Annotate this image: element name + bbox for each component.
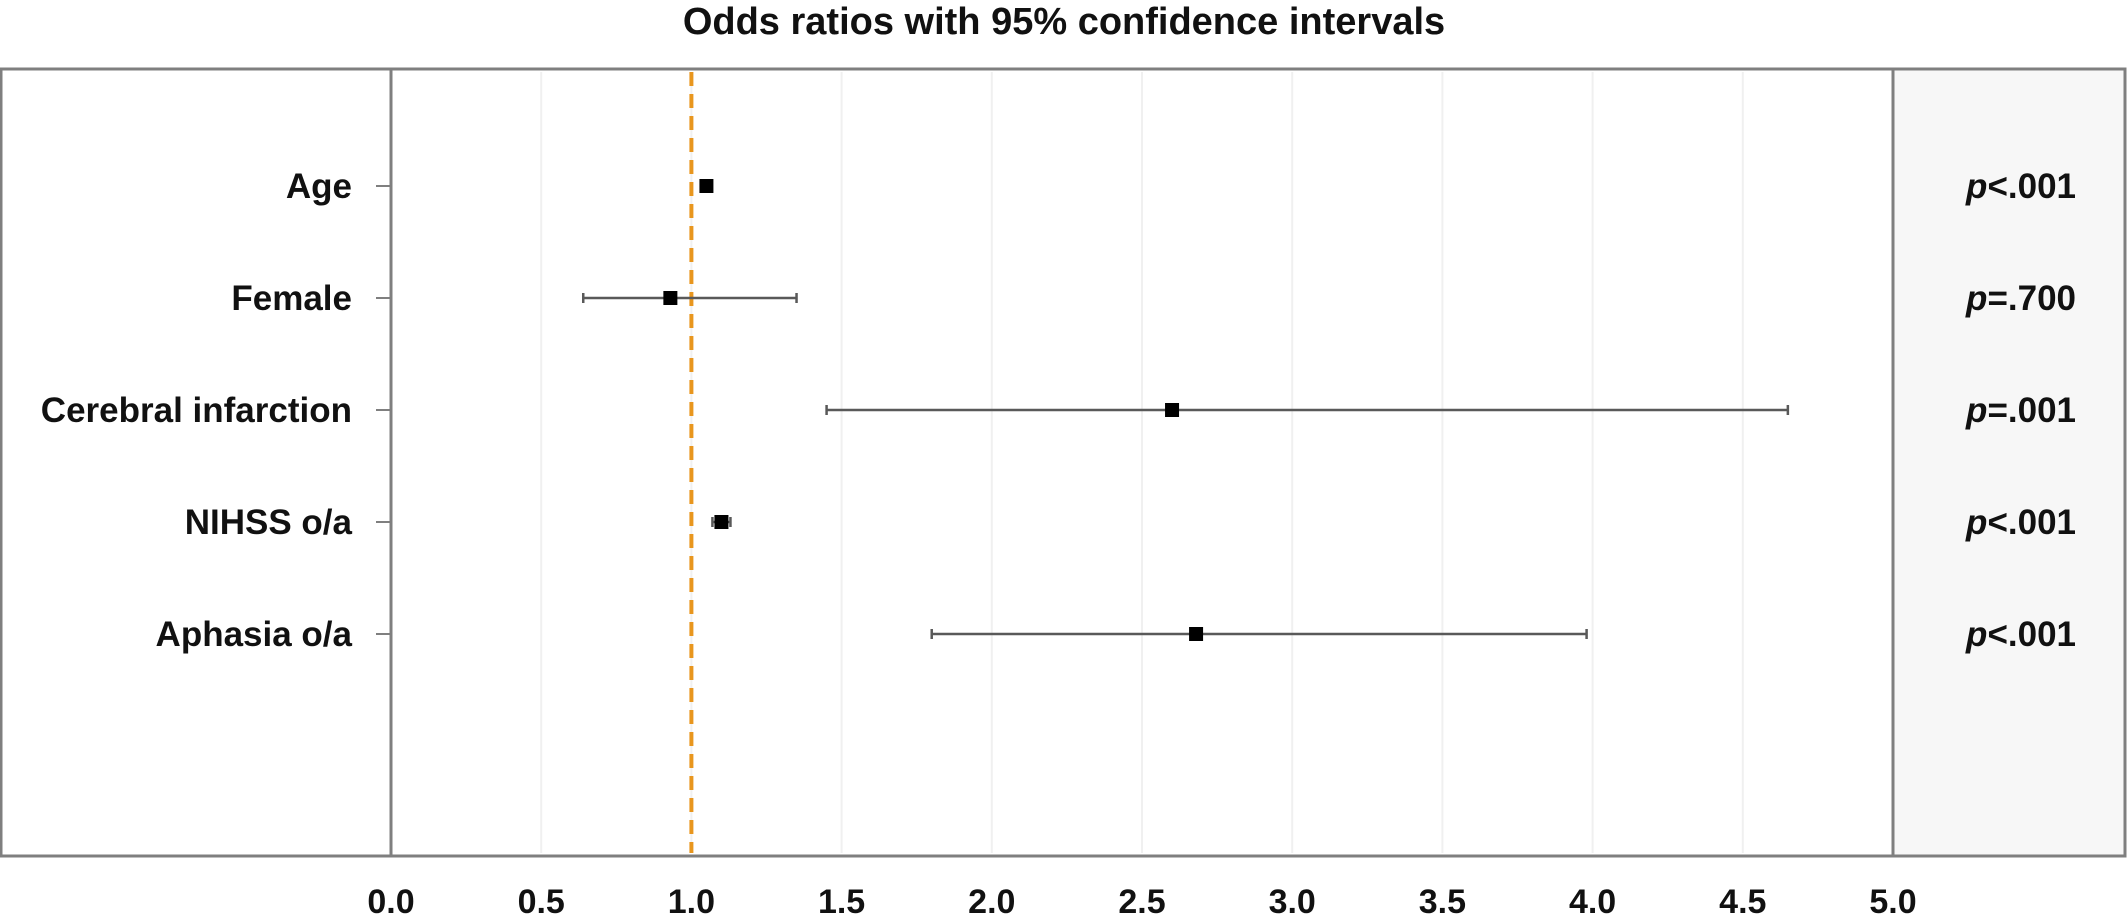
outer-frame-border [0, 67, 2127, 858]
or-point-marker [699, 179, 714, 193]
p-symbol: p [1965, 279, 1987, 318]
p-value-text: <.001 [1987, 615, 2076, 654]
x-tick-label: 1.0 [668, 883, 715, 921]
x-tick-label: 3.5 [1419, 883, 1466, 921]
outer-frame [0, 67, 2127, 858]
p-value: p=.001 [1965, 391, 2076, 430]
x-tick-label: 0.5 [518, 883, 565, 921]
chart-title: Odds ratios with 95% confidence interval… [683, 1, 1445, 43]
p-symbol: p [1965, 615, 1987, 654]
p-value: p<.001 [1965, 615, 2076, 654]
p-value-text: =.001 [1987, 391, 2076, 430]
row-label: Aphasia o/a [156, 615, 353, 654]
forest-row: Age p<.001 [286, 167, 2076, 206]
or-point-marker [714, 515, 729, 529]
p-symbol: p [1965, 167, 1987, 206]
pvalue-panel [1893, 69, 2125, 856]
x-tick-label: 0.0 [367, 883, 414, 921]
or-point-marker [663, 291, 678, 305]
x-axis-ticks: 0.0 0.5 1.0 1.5 2.0 2.5 3.0 3.5 4.0 4.5 5.0 [367, 883, 1916, 921]
x-tick-label: 2.5 [1118, 883, 1165, 921]
row-label: Female [231, 279, 352, 318]
p-value-text: <.001 [1987, 503, 2076, 542]
x-tick-label: 4.0 [1569, 883, 1616, 921]
row-label: Cerebral infarction [41, 391, 352, 430]
row-label: NIHSS o/a [185, 503, 353, 542]
forest-row: NIHSS o/a p<.001 [185, 503, 2076, 542]
row-label: Age [286, 167, 352, 206]
x-tick-label: 3.0 [1269, 883, 1316, 921]
p-symbol: p [1965, 503, 1987, 542]
forest-row: Aphasia o/a p<.001 [156, 615, 2076, 654]
p-value: p<.001 [1965, 503, 2076, 542]
x-tick-label: 2.0 [968, 883, 1015, 921]
x-tick-label: 4.5 [1719, 883, 1766, 921]
forest-row: Female p=.700 [231, 279, 2076, 318]
p-value: p=.700 [1965, 279, 2076, 318]
or-point-marker [1165, 403, 1180, 417]
x-tick-label: 1.5 [818, 883, 865, 921]
forest-row: Cerebral infarction p=.001 [41, 391, 2076, 430]
p-value: p<.001 [1965, 167, 2076, 206]
p-symbol: p [1965, 391, 1987, 430]
p-value-text: <.001 [1987, 167, 2076, 206]
p-value-text: =.700 [1987, 279, 2076, 318]
x-tick-label: 5.0 [1869, 883, 1916, 921]
or-point-marker [1189, 627, 1204, 641]
